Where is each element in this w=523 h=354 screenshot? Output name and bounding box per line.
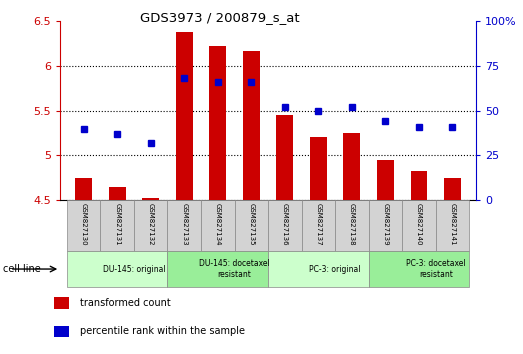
Bar bbox=[109, 187, 126, 200]
Bar bbox=[142, 198, 159, 200]
Text: GSM827139: GSM827139 bbox=[382, 202, 389, 245]
FancyBboxPatch shape bbox=[67, 251, 167, 287]
Text: GSM827133: GSM827133 bbox=[181, 202, 187, 245]
Text: PC-3: original: PC-3: original bbox=[309, 264, 361, 274]
Text: PC-3: docetaxel
resistant: PC-3: docetaxel resistant bbox=[406, 259, 465, 279]
FancyBboxPatch shape bbox=[369, 200, 402, 251]
Text: GDS3973 / 200879_s_at: GDS3973 / 200879_s_at bbox=[140, 11, 300, 24]
Bar bbox=[243, 51, 259, 200]
Text: GSM827134: GSM827134 bbox=[215, 202, 221, 245]
Bar bbox=[377, 160, 394, 200]
FancyBboxPatch shape bbox=[167, 200, 201, 251]
FancyBboxPatch shape bbox=[167, 251, 268, 287]
Bar bbox=[310, 137, 327, 200]
Text: cell line: cell line bbox=[3, 264, 40, 274]
Text: GSM827136: GSM827136 bbox=[282, 202, 288, 245]
Bar bbox=[411, 171, 427, 200]
Bar bbox=[54, 326, 69, 337]
Text: GSM827137: GSM827137 bbox=[315, 202, 321, 245]
FancyBboxPatch shape bbox=[134, 200, 167, 251]
Bar bbox=[344, 133, 360, 200]
Bar bbox=[75, 178, 92, 200]
Text: DU-145: original: DU-145: original bbox=[103, 264, 165, 274]
FancyBboxPatch shape bbox=[369, 251, 469, 287]
Bar bbox=[277, 115, 293, 200]
Text: transformed count: transformed count bbox=[79, 298, 170, 308]
Bar bbox=[54, 297, 69, 309]
Text: GSM827140: GSM827140 bbox=[416, 202, 422, 245]
Text: GSM827132: GSM827132 bbox=[147, 202, 154, 245]
Text: GSM827135: GSM827135 bbox=[248, 202, 254, 245]
FancyBboxPatch shape bbox=[67, 200, 100, 251]
FancyBboxPatch shape bbox=[335, 200, 369, 251]
Bar bbox=[444, 178, 461, 200]
Text: GSM827130: GSM827130 bbox=[81, 202, 87, 245]
Text: GSM827131: GSM827131 bbox=[114, 202, 120, 245]
Bar bbox=[209, 46, 226, 200]
FancyBboxPatch shape bbox=[100, 200, 134, 251]
Bar bbox=[176, 32, 192, 200]
FancyBboxPatch shape bbox=[402, 200, 436, 251]
FancyBboxPatch shape bbox=[268, 251, 369, 287]
FancyBboxPatch shape bbox=[436, 200, 469, 251]
Text: percentile rank within the sample: percentile rank within the sample bbox=[79, 326, 245, 336]
Text: GSM827141: GSM827141 bbox=[449, 202, 456, 245]
FancyBboxPatch shape bbox=[302, 200, 335, 251]
FancyBboxPatch shape bbox=[201, 200, 234, 251]
FancyBboxPatch shape bbox=[234, 200, 268, 251]
Text: DU-145: docetaxel
resistant: DU-145: docetaxel resistant bbox=[199, 259, 270, 279]
Text: GSM827138: GSM827138 bbox=[349, 202, 355, 245]
FancyBboxPatch shape bbox=[268, 200, 302, 251]
